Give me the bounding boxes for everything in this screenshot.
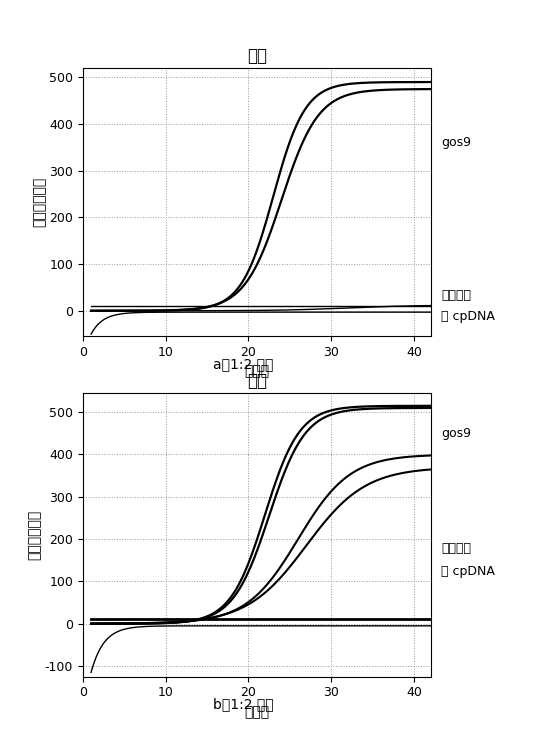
Title: 扩增: 扩增 [247, 372, 267, 390]
Text: 粳稻特异: 粳稻特异 [441, 542, 471, 556]
X-axis label: 循环数: 循环数 [244, 364, 269, 379]
Text: 粳稻特异: 粳稻特异 [441, 289, 471, 302]
Y-axis label: 相对荧光强度: 相对荧光强度 [33, 177, 46, 228]
Text: gos9: gos9 [441, 136, 471, 149]
Y-axis label: 相对荧光强度: 相对荧光强度 [28, 510, 42, 560]
Text: b．1:2 粳稻: b．1:2 粳稻 [213, 697, 273, 711]
Title: 扩增: 扩增 [247, 47, 267, 65]
Text: a．1:2 籼稻: a．1:2 籼稻 [213, 357, 273, 371]
Text: gos9: gos9 [441, 427, 471, 440]
Text: 性 cpDNA: 性 cpDNA [441, 565, 495, 578]
X-axis label: 循环数: 循环数 [244, 705, 269, 719]
Text: 性 cpDNA: 性 cpDNA [441, 310, 495, 324]
